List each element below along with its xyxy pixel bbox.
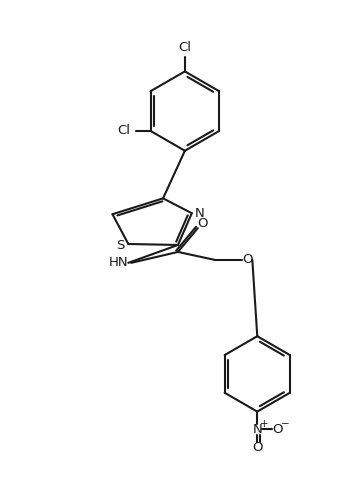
Text: Cl: Cl [117,124,130,137]
Text: Cl: Cl [178,41,191,54]
Text: S: S [116,240,124,253]
Text: N: N [195,207,205,220]
Text: +: + [260,420,269,429]
Text: HN: HN [108,257,128,269]
Text: O: O [252,441,262,454]
Text: N: N [252,423,262,436]
Text: O: O [242,253,253,266]
Text: −: − [281,420,289,429]
Text: O: O [198,217,208,229]
Text: O: O [272,423,282,436]
